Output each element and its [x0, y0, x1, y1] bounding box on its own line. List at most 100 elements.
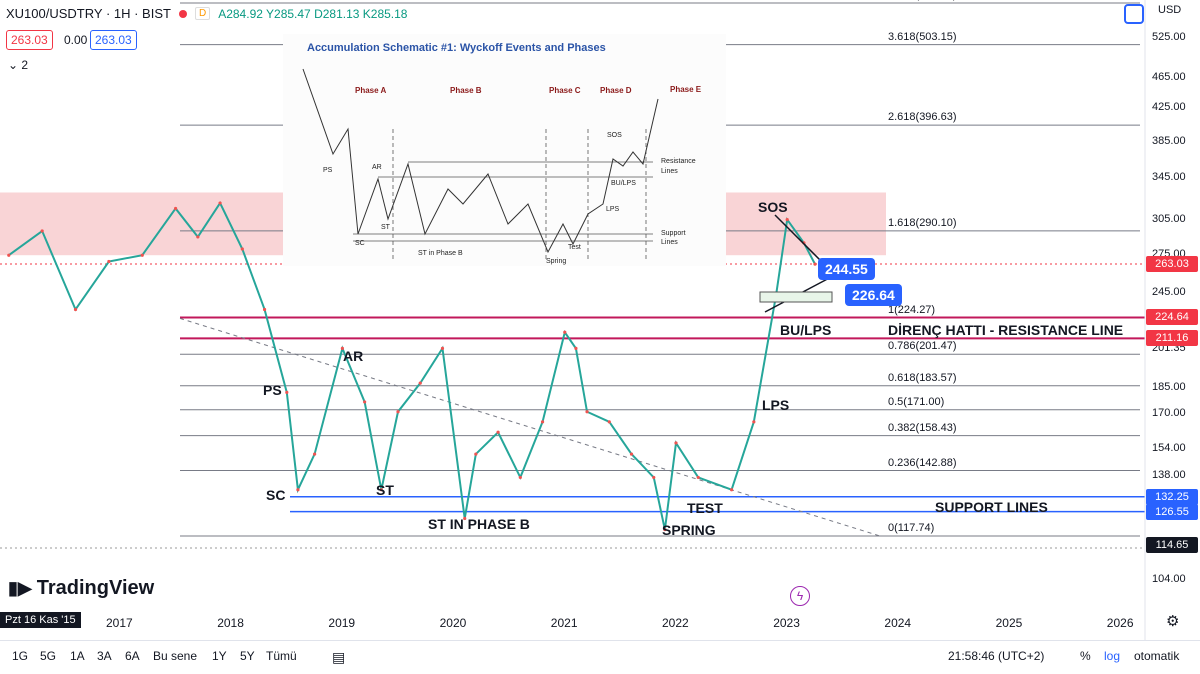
price-point-11 [296, 488, 300, 492]
tradingview-logo[interactable]: ▮▶ TradingView [8, 577, 154, 600]
x-axis-label: 2024 [884, 616, 912, 630]
price-point-30 [663, 527, 667, 532]
schematic-bu-lps: BU/LPS [611, 180, 636, 187]
range-button[interactable]: 1A [70, 649, 85, 663]
settings-square-icon[interactable] [1124, 4, 1144, 24]
schematic-st: ST [381, 224, 390, 231]
price-point-32 [696, 475, 700, 480]
price-point-36 [785, 217, 789, 222]
ohlc-values: A284.92 Y285.47 D281.13 K285.18 [218, 6, 408, 21]
x-axis-label: 2022 [662, 616, 689, 630]
price-point-4 [140, 253, 144, 257]
percent-toggle[interactable]: % [1080, 649, 1091, 663]
price-tag: 132.25 [1146, 488, 1198, 505]
range-button[interactable]: 6A [125, 649, 140, 663]
phase-b-label: Phase B [450, 86, 482, 95]
price-tag: 211.16 [1146, 330, 1198, 347]
y-axis-label: 425.00 [1152, 101, 1186, 113]
fib-level-label: 0.786(201.47) [888, 340, 957, 353]
price-point-19 [463, 516, 467, 521]
y-axis-label: 185.00 [1152, 381, 1186, 393]
log-toggle[interactable]: log [1104, 649, 1121, 663]
buy-price-box[interactable]: 263.03 [90, 30, 137, 50]
x-axis-label: 2026 [1106, 616, 1134, 630]
y-axis-label: 170.00 [1152, 407, 1186, 419]
lightning-icon[interactable]: ϟ [790, 586, 810, 606]
y-axis-label: 245.00 [1152, 286, 1186, 298]
phase-c-label: Phase C [549, 86, 581, 95]
market-badge: D [194, 7, 211, 20]
logo-text: TradingView [36, 577, 155, 599]
bu-lps-label: BU/LPS [780, 322, 832, 338]
price-point-33 [730, 488, 734, 492]
ps-label: PS [263, 382, 282, 398]
price-point-14 [363, 400, 367, 404]
gear-icon[interactable]: ⚙ [1166, 613, 1180, 630]
sos-label: SOS [758, 199, 788, 215]
callout-226[interactable]: 226.64 [845, 284, 902, 306]
range-button[interactable]: Bu sene [153, 649, 198, 663]
indicator-count: 2 [21, 58, 29, 72]
range-button[interactable]: 1G [12, 649, 29, 663]
y-axis-label: 104.00 [1152, 573, 1186, 585]
schematic-sos: SOS [607, 132, 622, 139]
price-tag: 263.03 [1146, 256, 1198, 273]
price-point-17 [418, 381, 422, 385]
schematic-resistance-2: Lines [661, 168, 678, 175]
fib-level-label: 4.236(568.99) [888, 0, 957, 1]
auto-toggle[interactable]: otomatik [1134, 649, 1180, 663]
price-point-15 [379, 488, 383, 492]
x-axis-label: 2021 [550, 616, 578, 630]
chart-header: XU100/USDTRY · 1H · BIST D A284.92 Y285.… [6, 6, 407, 21]
range-button[interactable]: 1Y [212, 649, 227, 663]
range-button[interactable]: 5Y [240, 649, 255, 663]
wyckoff-schematic-inset: Accumulation Schematic #1: Wyckoff Event… [283, 34, 726, 266]
y-axis-label: 345.00 [1152, 171, 1186, 183]
x-axis-label: 2020 [439, 616, 467, 630]
price-point-22 [518, 475, 522, 480]
symbol-title[interactable]: XU100/USDTRY · 1H · BIST [6, 6, 171, 21]
price-point-2 [73, 307, 78, 312]
test-label: TEST [687, 500, 723, 516]
price-tag: 224.64 [1146, 309, 1198, 326]
price-point-12 [313, 452, 317, 456]
st-label: ST [376, 482, 394, 498]
price-point-0 [7, 253, 11, 257]
price-point-3 [107, 259, 111, 264]
y-axis-label: 525.00 [1152, 31, 1186, 43]
calendar-range-icon[interactable]: ▤ [332, 649, 346, 665]
range-button[interactable]: 5G [40, 649, 57, 663]
price-point-31 [674, 441, 678, 445]
sell-price-box[interactable]: 263.03 [6, 30, 53, 50]
schematic-support: Support [661, 230, 686, 237]
y-axis-label: 465.00 [1152, 71, 1186, 83]
indicator-toggle[interactable]: ⌄ 2 [8, 58, 28, 72]
cursor-date-label: Pzt 16 Kas '15 [0, 612, 81, 628]
fib-level-label: 0(117.74) [888, 522, 935, 535]
price-point-28 [629, 452, 634, 456]
schematic-diagram [302, 68, 659, 259]
price-point-1 [40, 229, 44, 233]
currency-label: USD [1158, 4, 1182, 16]
price-point-9 [262, 307, 267, 312]
callout-244[interactable]: 244.55 [818, 258, 875, 280]
range-button[interactable]: Tümü [266, 649, 297, 663]
schematic-ar: AR [372, 164, 382, 171]
schematic-spring: Spring [546, 258, 567, 265]
price-point-6 [196, 235, 200, 239]
clock-time[interactable]: 21:58:46 (UTC+2) [948, 649, 1045, 663]
price-point-7 [218, 201, 222, 205]
fib-level-label: 1(224.27) [888, 303, 936, 316]
inset-title: Accumulation Schematic #1: Wyckoff Event… [307, 42, 606, 54]
st-phase-b-label: ST IN PHASE B [428, 516, 530, 532]
phase-e-label: Phase E [670, 85, 702, 94]
schematic-st-b: ST in Phase B [418, 250, 463, 257]
range-button[interactable]: 3A [97, 649, 112, 663]
schematic-sc: SC [355, 240, 365, 247]
schematic-lps: LPS [606, 206, 620, 213]
price-point-10 [285, 390, 289, 394]
fib-level-label: 3.618(503.15) [888, 30, 957, 43]
fib-level-label: 0.236(142.88) [888, 456, 957, 469]
price-point-25 [574, 346, 578, 350]
price-point-13 [340, 346, 344, 350]
